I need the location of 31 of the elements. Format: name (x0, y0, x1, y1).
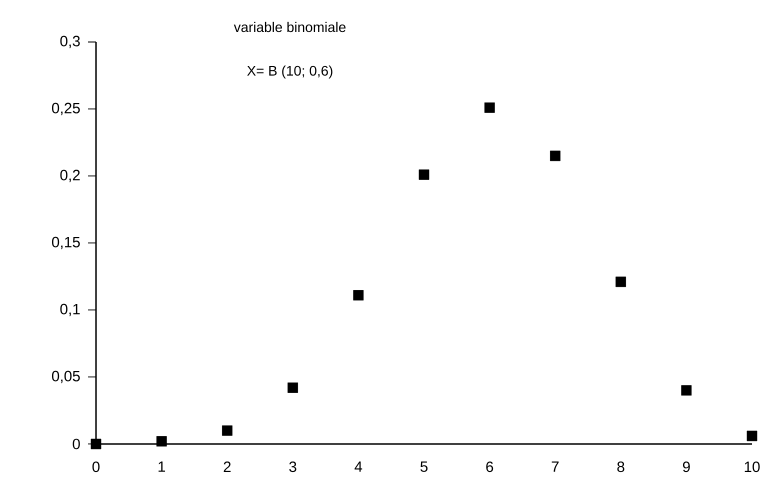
point (484, 102, 495, 113)
y-tick-label: 0 (72, 438, 80, 450)
x-tick-label: 6 (486, 462, 494, 472)
point (681, 385, 692, 396)
x-tick-label: 9 (682, 462, 690, 472)
x-tick-label: 8 (617, 462, 624, 472)
x-tick-label: 10 (744, 462, 760, 472)
x-tick-label: 5 (420, 462, 428, 472)
point (616, 276, 626, 288)
y-tick-label: 0,05 (52, 370, 80, 384)
chart-title: variable binomiale (234, 22, 346, 32)
x-tick-label: 7 (552, 462, 559, 472)
y-tick-label: 0,25 (52, 102, 80, 116)
y-tick-label: 0,15 (52, 236, 80, 250)
point (288, 382, 298, 393)
point (418, 169, 430, 180)
point (156, 436, 167, 447)
point (550, 150, 560, 162)
y-tick-label: 0,3 (60, 36, 80, 48)
x-tick-label: 4 (354, 462, 362, 472)
point (90, 438, 102, 450)
point (746, 430, 758, 442)
x-tick-label: 0 (92, 462, 100, 472)
y-tick-label: 0,2 (60, 170, 80, 182)
x-tick-label: 3 (289, 462, 296, 472)
text: X= B (10; 0,6) (247, 65, 332, 78)
y-tick-label: 0,1 (60, 304, 80, 316)
point (222, 425, 232, 436)
x-tick-label: 1 (158, 462, 166, 472)
point (353, 290, 364, 300)
x-tick-label: 2 (224, 462, 231, 472)
